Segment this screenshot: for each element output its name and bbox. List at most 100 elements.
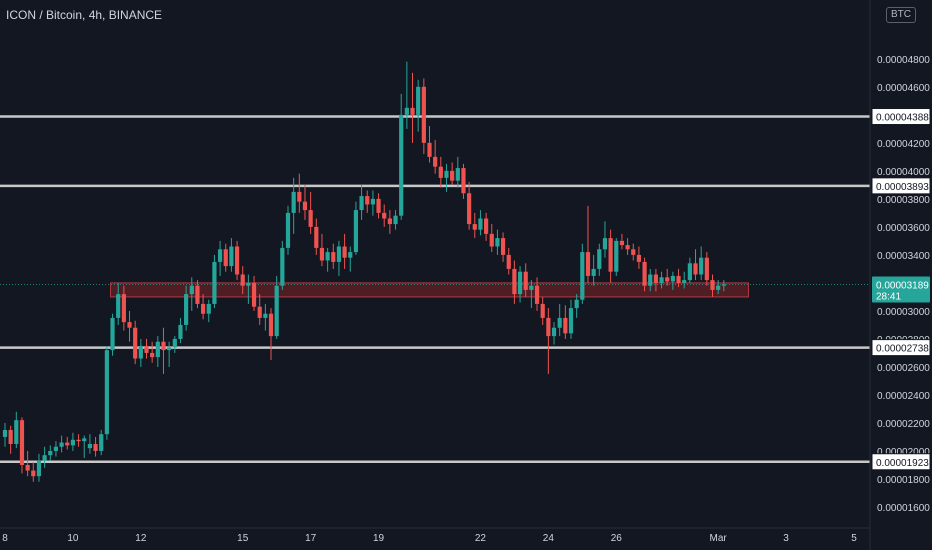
candle — [116, 282, 121, 325]
candle — [251, 275, 257, 311]
candle-body — [625, 245, 630, 250]
candle-body — [540, 303, 545, 318]
candle-body — [144, 345, 149, 353]
candle-body — [602, 238, 608, 250]
candle-body — [331, 252, 336, 262]
candle — [268, 308, 274, 360]
candle — [325, 247, 330, 272]
candle — [121, 285, 126, 331]
candle-body — [495, 238, 500, 247]
candle — [308, 191, 313, 234]
candle-body — [568, 308, 574, 334]
candle-body — [184, 294, 189, 325]
candle — [348, 246, 353, 272]
candle — [670, 271, 675, 290]
candle — [710, 274, 715, 297]
candle — [76, 434, 81, 447]
candle — [110, 313, 115, 356]
time-tick-label: 5 — [851, 533, 857, 544]
candle — [687, 257, 692, 283]
candle — [285, 205, 291, 255]
candle-body — [608, 238, 613, 272]
candle-body — [336, 246, 342, 262]
candle — [53, 441, 59, 457]
candle-body — [387, 218, 392, 225]
level-price-tag-box — [871, 177, 931, 195]
candle-body — [704, 257, 709, 281]
candle — [444, 163, 449, 192]
candle-body — [93, 443, 98, 451]
time-tick-label: 19 — [373, 533, 385, 544]
candle — [591, 254, 596, 286]
candle — [138, 338, 143, 367]
price-tick-label: 0.00002200 — [877, 419, 930, 430]
candle-body — [325, 252, 330, 261]
candle — [342, 233, 347, 269]
candle-body — [116, 294, 121, 318]
candle — [597, 243, 602, 276]
candle — [104, 345, 109, 440]
candle — [693, 249, 698, 281]
candle — [636, 246, 642, 269]
candle-body — [48, 450, 53, 456]
candle — [302, 184, 308, 220]
candle — [36, 453, 42, 482]
time-tick-label: 3 — [783, 533, 789, 544]
candle-body — [636, 254, 642, 262]
candle-body — [178, 324, 183, 339]
level-price-tag: 0.00002738 — [871, 339, 931, 357]
candle — [563, 305, 568, 339]
candle — [568, 299, 574, 339]
candle-body — [585, 252, 591, 276]
candle — [580, 243, 585, 304]
candle-body — [455, 168, 460, 181]
candle-body — [297, 191, 302, 202]
candle — [59, 435, 64, 453]
candle-body — [670, 275, 675, 282]
candle-body — [308, 210, 313, 227]
price-tick-label: 0.00002000 — [877, 447, 930, 458]
candle-body — [461, 168, 466, 194]
candle — [602, 221, 608, 258]
price-tick-label: 0.00002600 — [877, 363, 930, 374]
candle — [489, 224, 494, 253]
level-price-tag: 0.00001923 — [871, 453, 931, 471]
candle-body — [19, 420, 25, 465]
candle — [314, 218, 319, 255]
time-tick-label: Mar — [710, 533, 728, 544]
candle — [619, 233, 625, 250]
candle-body — [365, 196, 370, 205]
candle — [642, 257, 647, 292]
time-tick-label: 17 — [305, 533, 317, 544]
candle — [433, 140, 438, 174]
candle-body — [87, 443, 92, 449]
candle — [472, 212, 477, 239]
time-axis[interactable]: 8 10 12 15 17 19 22 24 26 Mar 3 5 — [0, 527, 870, 544]
candle-body — [382, 212, 387, 219]
candle — [246, 274, 251, 304]
candle-body — [314, 226, 319, 248]
level-price-tag-label: 0.00003893 — [876, 182, 929, 193]
candle — [184, 285, 189, 331]
currency-badge[interactable]: BTC — [886, 7, 916, 23]
candle-body — [172, 338, 177, 348]
candle — [704, 252, 709, 286]
candle — [574, 294, 579, 318]
time-tick-label: 22 — [475, 533, 487, 544]
level-price-tag-label: 0.00004388 — [876, 113, 929, 124]
candle-body — [234, 246, 240, 275]
candle — [280, 240, 285, 290]
candle — [234, 240, 240, 281]
candle-body — [263, 313, 268, 318]
candle — [359, 184, 364, 220]
candle — [653, 268, 658, 292]
candle-body — [631, 249, 636, 255]
candle-body — [257, 306, 262, 318]
candle — [274, 275, 279, 339]
candle — [336, 240, 342, 276]
candle — [87, 434, 92, 454]
price-tick-label: 0.00001600 — [877, 503, 930, 514]
candle-body — [529, 285, 534, 290]
